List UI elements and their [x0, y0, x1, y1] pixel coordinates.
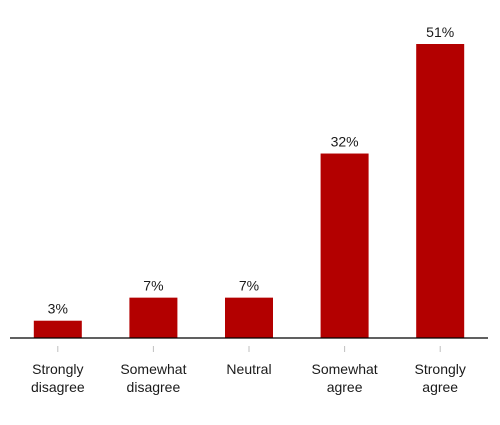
- bar-0: [33, 320, 82, 338]
- x-tick-label-line: agree: [327, 379, 363, 395]
- bar-4: [416, 44, 465, 338]
- x-tick-label-3: Somewhat agree: [312, 361, 378, 395]
- bar-value-label-3: 32%: [331, 134, 359, 150]
- x-ticks-group: [57, 346, 441, 352]
- x-tick-label-1: Somewhat disagree: [120, 361, 186, 395]
- x-tick-label-line: Neutral: [226, 361, 271, 377]
- x-tick-label-line: Strongly: [415, 361, 466, 377]
- bar-3: [320, 153, 369, 338]
- x-tick-label-line: disagree: [31, 379, 85, 395]
- bars-group: [33, 44, 465, 338]
- x-tick-label-line: Strongly: [32, 361, 83, 377]
- x-tick-label-line: Somewhat: [312, 361, 378, 377]
- bar-value-label-4: 51%: [426, 24, 454, 40]
- x-tick-labels-group: Strongly disagree Somewhat disagree Neutral S…: [31, 361, 466, 395]
- x-tick-label-0: Strongly disagree: [31, 361, 85, 395]
- bar-value-label-0: 3%: [48, 301, 68, 317]
- x-tick-label-line: Somewhat: [120, 361, 186, 377]
- value-labels-group: 3% 7% 7% 32% 51%: [48, 24, 455, 317]
- x-tick-label-4: Strongly agree: [415, 361, 466, 395]
- x-tick-label-line: agree: [422, 379, 458, 395]
- bar-value-label-1: 7%: [143, 278, 163, 294]
- x-tick-label-line: disagree: [127, 379, 181, 395]
- bar-value-label-2: 7%: [239, 278, 259, 294]
- bar-1: [129, 297, 178, 338]
- bar-2: [225, 297, 273, 338]
- x-tick-label-2: Neutral: [226, 361, 271, 377]
